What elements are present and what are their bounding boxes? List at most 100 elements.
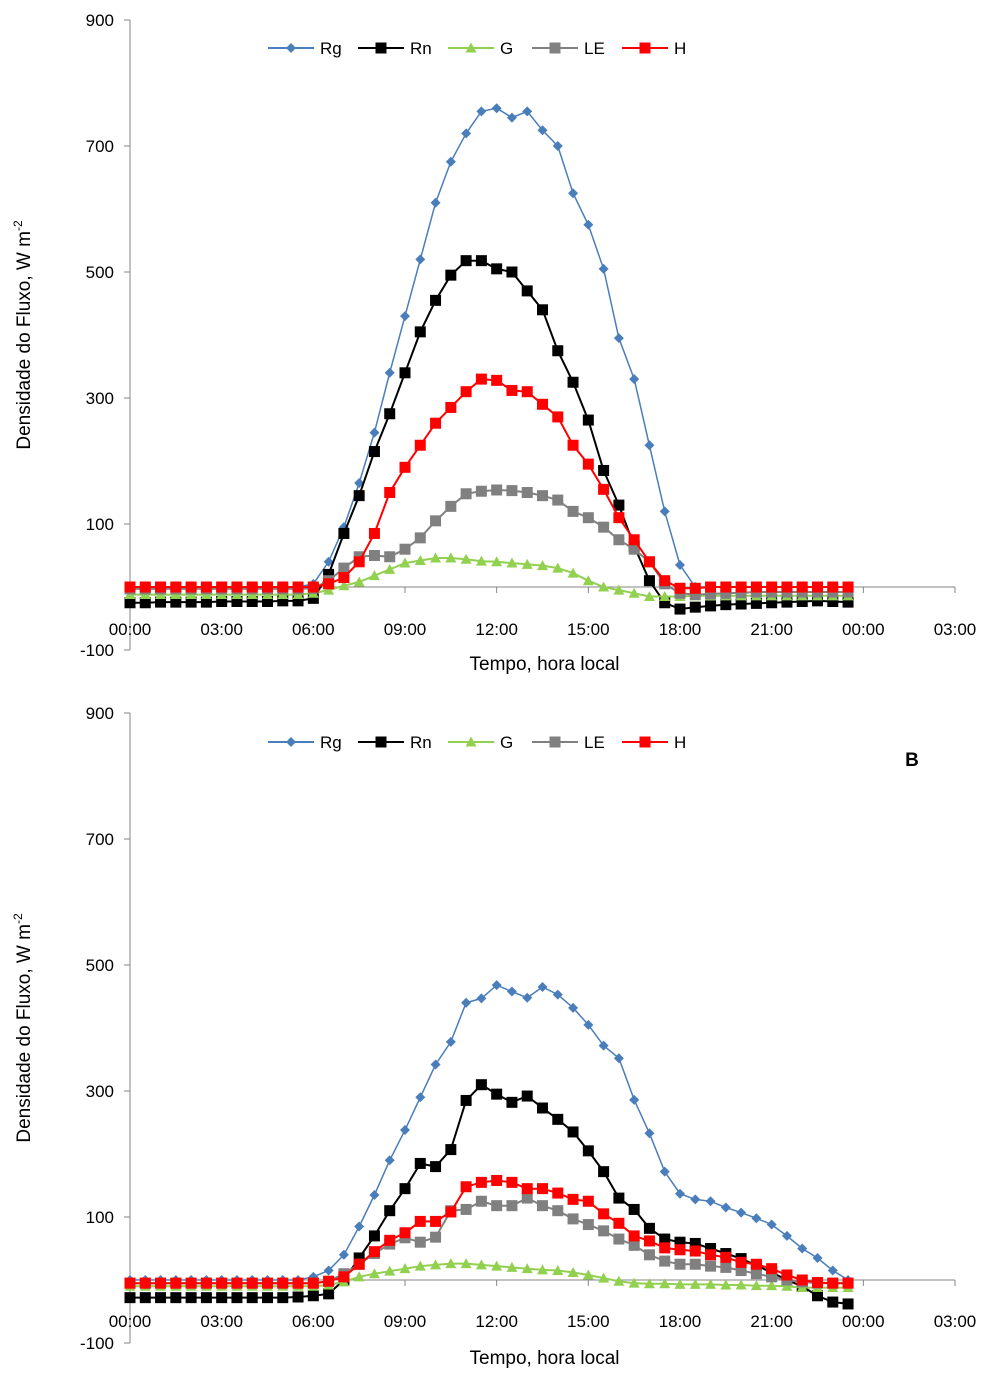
- y-axis-title-superscript: -2: [11, 220, 25, 231]
- data-point-h: [506, 1176, 518, 1188]
- data-point-h: [766, 581, 778, 593]
- data-point-le: [643, 1249, 655, 1261]
- data-point-rn: [353, 490, 365, 502]
- data-point-rn: [430, 294, 442, 306]
- x-tick-label: 00:00: [842, 620, 885, 639]
- data-point-rg: [644, 440, 655, 451]
- data-point-h: [598, 1208, 610, 1220]
- data-point-le: [582, 512, 594, 524]
- data-point-rg: [781, 1230, 792, 1241]
- data-point-g: [537, 1264, 548, 1275]
- data-point-le: [567, 505, 579, 517]
- data-point-h: [537, 1183, 548, 1195]
- data-point-h: [659, 1242, 671, 1254]
- data-point-h: [475, 373, 487, 385]
- data-point-h: [170, 1277, 182, 1289]
- data-point-h: [414, 1215, 426, 1227]
- data-point-le: [521, 487, 533, 498]
- data-point-h: [139, 581, 151, 593]
- data-point-le: [430, 1231, 442, 1243]
- data-point-rn: [567, 1126, 579, 1138]
- data-point-h: [139, 1277, 151, 1289]
- data-point-rn: [582, 414, 594, 426]
- series-line-rn: [130, 259, 849, 611]
- data-point-g: [384, 563, 396, 574]
- data-point-le: [674, 1258, 686, 1270]
- data-point-rn: [643, 575, 655, 587]
- data-point-rn: [323, 1288, 335, 1300]
- data-point-h: [598, 483, 610, 495]
- data-point-h: [124, 581, 136, 593]
- data-point-rn: [735, 598, 747, 610]
- data-point-le: [399, 543, 411, 555]
- data-point-rg: [506, 112, 517, 123]
- data-point-g: [582, 1269, 594, 1280]
- y-tick-label: 900: [86, 704, 114, 723]
- chart-panel-0: -100 100 300 500 700 900 00:00 03:00 06:00 09:00 1…: [11, 11, 976, 675]
- data-point-h: [155, 581, 167, 593]
- data-point-rn: [613, 1192, 625, 1204]
- data-point-h: [674, 582, 686, 594]
- data-point-h: [185, 581, 197, 593]
- data-point-rg: [812, 1252, 823, 1263]
- data-point-rn: [628, 1203, 640, 1215]
- data-point-le: [506, 1200, 518, 1212]
- legend-marker-rn: [375, 42, 387, 54]
- data-point-g: [537, 560, 548, 571]
- data-point-rn: [781, 596, 793, 608]
- data-point-le: [475, 485, 487, 497]
- data-point-h: [353, 556, 365, 568]
- data-point-rn: [720, 599, 732, 611]
- legend: Rg Rn G LE H: [268, 733, 686, 752]
- chart-panel-1: -100 100 300 500 700 900 00:00 03:00 06:00 09:00 1…: [11, 704, 976, 1369]
- data-point-rn: [827, 595, 839, 607]
- data-point-rg: [461, 128, 472, 139]
- data-point-rn: [506, 266, 518, 278]
- data-point-g: [567, 1266, 579, 1277]
- data-point-rn: [368, 446, 380, 458]
- legend-label-rn: Rn: [410, 39, 432, 58]
- data-point-g: [613, 1275, 625, 1286]
- data-point-g: [491, 1260, 503, 1271]
- series-line-rg: [130, 984, 849, 1281]
- data-point-g: [445, 552, 457, 563]
- x-tick-label: 09:00: [384, 620, 427, 639]
- x-axis-title: Tempo, hora local: [470, 1348, 620, 1369]
- data-point-rg: [445, 1036, 456, 1047]
- series-line-rg: [130, 107, 849, 588]
- data-point-rg: [445, 156, 456, 167]
- data-point-rn: [338, 527, 350, 539]
- data-point-rn: [842, 596, 854, 608]
- legend-marker-g: [465, 736, 477, 747]
- data-point-le: [659, 1255, 671, 1267]
- data-point-rg: [369, 1189, 380, 1200]
- data-point-h: [231, 1277, 243, 1289]
- data-point-h: [796, 581, 808, 593]
- data-point-rg: [323, 556, 334, 567]
- data-point-le: [414, 532, 426, 544]
- data-point-rn: [460, 255, 472, 267]
- data-point-rn: [414, 1157, 426, 1169]
- data-point-g: [475, 555, 487, 566]
- data-point-g: [521, 558, 533, 569]
- data-point-rg: [598, 1040, 609, 1051]
- data-point-le: [689, 1258, 701, 1270]
- data-point-rn: [766, 597, 778, 609]
- data-point-h: [735, 1256, 747, 1268]
- data-point-rn: [705, 1243, 717, 1254]
- legend-marker-le: [549, 42, 561, 54]
- data-point-rn: [216, 1292, 228, 1304]
- data-point-rg: [354, 1221, 365, 1232]
- data-point-h: [353, 1258, 365, 1270]
- x-tick-label: 03:00: [934, 1312, 977, 1331]
- data-point-g: [598, 581, 610, 592]
- data-point-g: [567, 567, 579, 578]
- data-point-le: [521, 1192, 533, 1204]
- data-point-g: [735, 1279, 747, 1290]
- data-point-g: [414, 555, 426, 566]
- data-point-le: [491, 484, 503, 496]
- data-point-le: [705, 588, 717, 600]
- data-point-rg: [629, 1094, 640, 1105]
- data-point-rg: [827, 1265, 838, 1276]
- data-point-rn: [124, 1292, 136, 1304]
